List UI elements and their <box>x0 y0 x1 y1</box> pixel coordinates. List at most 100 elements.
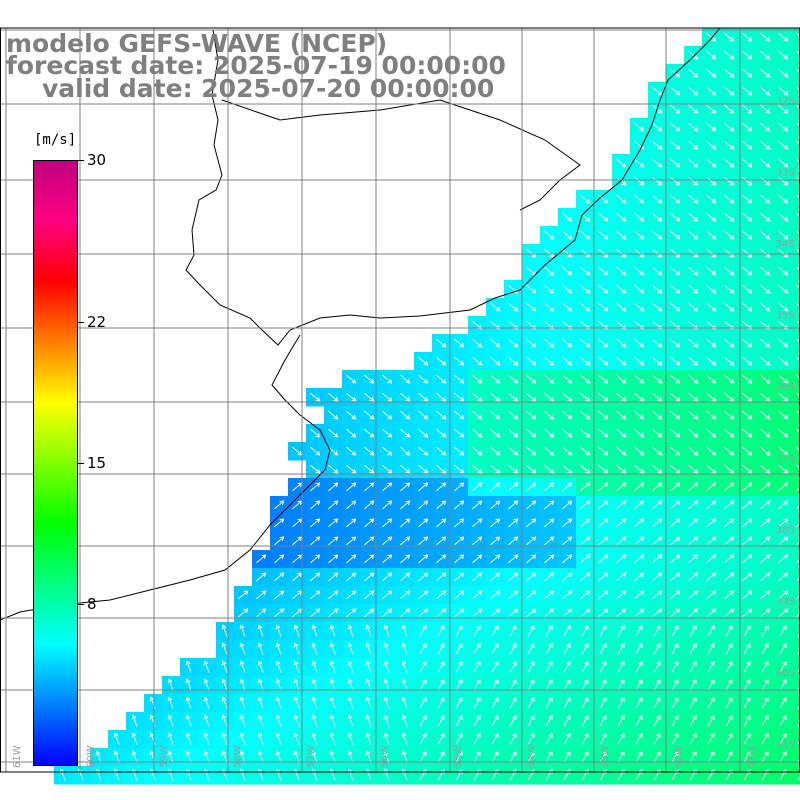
wind-arrow <box>238 590 249 600</box>
wind-arrow <box>797 775 800 781</box>
wind-arrow <box>779 624 787 637</box>
wind-arrow <box>706 212 717 222</box>
wind-arrow <box>761 750 769 763</box>
forecast-date: forecast date: 2025-07-19 00:00:00 <box>6 51 506 80</box>
wind-arrow <box>688 572 699 582</box>
wind-arrow <box>580 518 591 528</box>
wind-arrow <box>670 212 681 222</box>
latitude-label: 41S <box>776 740 795 751</box>
wind-arrow <box>778 302 789 312</box>
wind-arrow <box>796 464 800 469</box>
wind-arrow <box>454 518 465 528</box>
wind-arrow <box>634 374 645 384</box>
wind-arrow <box>598 302 609 312</box>
wind-arrow <box>653 696 661 709</box>
wind-arrow <box>652 284 663 294</box>
wind-arrow <box>346 608 357 618</box>
wind-arrow <box>419 642 427 655</box>
wind-arrow <box>310 482 321 492</box>
wind-arrow <box>436 410 447 420</box>
wind-arrow <box>617 696 625 709</box>
wind-arrow <box>742 158 753 168</box>
wind-arrow <box>743 732 751 745</box>
wind-arrow <box>634 212 645 222</box>
wind-arrow <box>544 608 555 618</box>
wind-arrow <box>688 266 699 276</box>
colorbar-unit: [m/s] <box>34 132 77 148</box>
wind-arrow <box>203 678 210 691</box>
wind-arrow <box>635 732 643 745</box>
wind-arrow <box>562 302 573 312</box>
wind-arrow <box>239 642 246 655</box>
wind-arrow <box>580 302 591 312</box>
wind-arrow <box>671 750 679 763</box>
wind-cell <box>792 730 800 749</box>
wind-arrow <box>598 500 609 510</box>
wind-arrow <box>671 624 679 637</box>
wind-arrow <box>382 500 393 510</box>
wind-arrow <box>221 696 228 709</box>
wind-arrow <box>562 212 573 222</box>
wind-arrow <box>778 284 789 294</box>
wind-arrow <box>436 572 447 582</box>
wind-arrow <box>454 446 465 456</box>
wind-arrow <box>760 338 771 348</box>
wind-arrow <box>706 284 717 294</box>
wind-arrow <box>508 374 519 384</box>
wind-arrow <box>436 338 447 348</box>
wind-cell <box>792 424 800 443</box>
wind-arrow <box>724 194 735 204</box>
wind-arrow <box>760 392 771 402</box>
wind-arrow <box>580 356 591 366</box>
wind-arrow <box>742 392 753 402</box>
wind-arrow <box>382 410 393 420</box>
graticule <box>0 27 800 773</box>
wind-arrow <box>760 284 771 294</box>
wind-arrow <box>617 660 625 673</box>
wind-arrow <box>382 608 393 618</box>
wind-arrow <box>508 392 519 402</box>
wind-arrow <box>419 714 427 727</box>
wind-arrow <box>671 660 679 673</box>
wind-arrow <box>706 554 717 564</box>
wind-arrow <box>796 302 800 307</box>
wind-arrow <box>275 624 282 637</box>
wind-arrow <box>580 536 591 546</box>
wind-arrow <box>707 642 715 655</box>
wind-arrow <box>706 500 717 510</box>
wind-cell <box>792 712 800 731</box>
wind-arrow <box>778 122 789 132</box>
wind-arrow <box>509 660 517 673</box>
wind-arrow <box>688 212 699 222</box>
wind-arrow <box>544 284 555 294</box>
wind-arrow <box>364 500 375 510</box>
wind-arrow <box>382 554 393 564</box>
wind-arrow <box>743 696 751 709</box>
wind-arrow <box>400 446 411 456</box>
wind-arrow <box>670 482 681 492</box>
wind-arrow <box>508 338 519 348</box>
wind-arrow <box>436 518 447 528</box>
wind-arrow <box>382 374 393 384</box>
wind-arrow <box>544 500 555 510</box>
wind-arrow <box>382 482 393 492</box>
wind-arrow <box>616 446 627 456</box>
wind-arrow <box>652 230 663 240</box>
wind-arrow <box>652 482 663 492</box>
wind-arrow <box>472 500 483 510</box>
wind-arrow <box>652 608 663 618</box>
wind-arrow <box>473 732 481 745</box>
wind-arrow <box>796 559 800 564</box>
wind-arrow <box>418 536 429 546</box>
wind-arrow <box>742 428 753 438</box>
wind-arrow <box>724 392 735 402</box>
wind-arrow <box>760 482 771 492</box>
wind-arrow <box>580 554 591 564</box>
wind-arrow <box>743 750 751 763</box>
wind-arrow <box>796 595 800 600</box>
wind-arrow <box>598 428 609 438</box>
wind-arrow <box>364 536 375 546</box>
wind-arrow <box>509 642 517 655</box>
wind-arrow <box>778 446 789 456</box>
latitude-label: 34S <box>776 239 795 250</box>
